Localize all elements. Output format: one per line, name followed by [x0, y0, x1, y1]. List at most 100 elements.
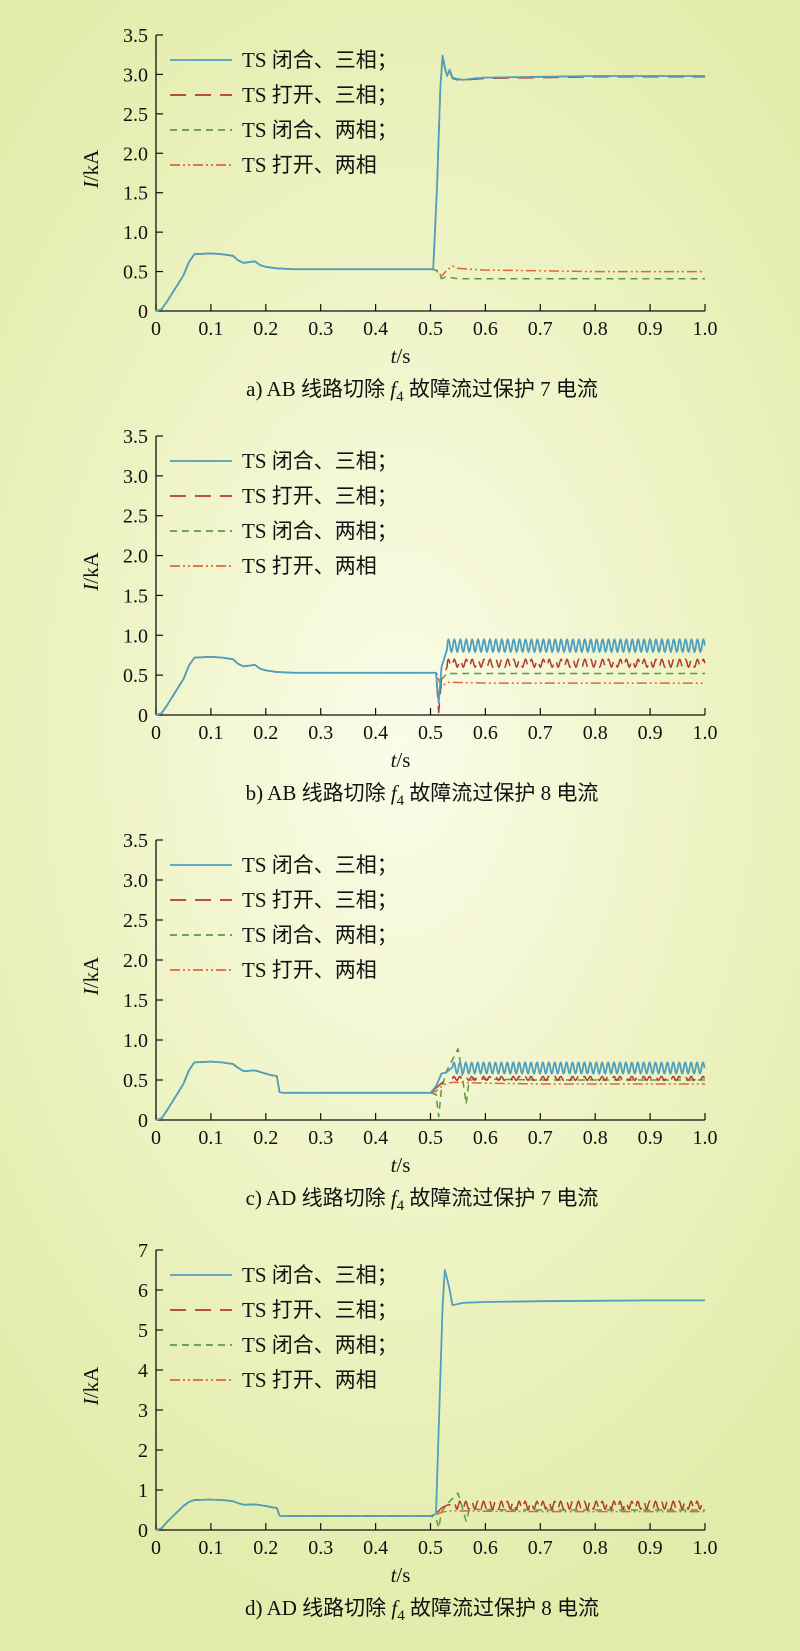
y-tick-label: 4 [138, 1360, 148, 1382]
x-tick-label: 0.1 [198, 1127, 223, 1149]
legend-label: TS 闭合、两相； [242, 923, 398, 947]
series-line [155, 1498, 706, 1531]
y-axis-variable: I [79, 1397, 103, 1406]
x-tick-label: 0 [151, 722, 161, 744]
y-tick-label: 0.5 [123, 1070, 148, 1092]
x-tick-label: 0.9 [638, 318, 663, 340]
x-tick-label: 0 [151, 318, 161, 340]
x-tick-label: 0.7 [528, 318, 553, 340]
x-tick-label: 0.3 [308, 722, 333, 744]
x-tick-label: 0.4 [363, 722, 388, 744]
x-tick-label: 0.6 [473, 318, 498, 340]
caption-suffix: 故障流过保护 7 电流 [404, 377, 598, 401]
x-tick-label: 0.9 [638, 1127, 663, 1149]
legend-label: TS 闭合、三相； [242, 853, 398, 877]
y-tick-label: 3 [138, 1400, 148, 1422]
y-tick-label: 2.0 [123, 546, 148, 568]
series-line [155, 656, 706, 716]
y-tick-label: 0 [138, 1110, 148, 1132]
y-tick-label: 3.5 [123, 25, 148, 47]
x-tick-label: 0.5 [418, 1537, 443, 1559]
legend-label: TS 打开、两相 [242, 554, 377, 578]
series-line [155, 56, 705, 312]
legend: TS 闭合、三相； TS 打开、三相； TS 闭合、两相； TS 打开、两相 [170, 853, 398, 982]
x-axis-label: t/s [391, 748, 411, 772]
x-tick-label: 0.4 [363, 318, 388, 340]
y-tick-label: 0 [138, 301, 148, 323]
x-axis-unit: /s [396, 344, 410, 368]
chart-caption: a) AB 线路切除 f4 故障流过保护 7 电流 [246, 377, 598, 405]
caption-suffix: 故障流过保护 7 电流 [404, 1186, 598, 1210]
x-axis-variable: t [391, 344, 398, 368]
y-tick-label: 2.0 [123, 950, 148, 972]
series-line [155, 252, 705, 312]
y-tick-label: 2.5 [123, 506, 148, 528]
y-tick-label: 0.5 [123, 262, 148, 284]
y-axis-label: I/kA [79, 956, 103, 996]
y-tick-label: 3.0 [123, 870, 148, 892]
x-tick-label: 0.6 [473, 1127, 498, 1149]
y-tick-label: 6 [138, 1280, 148, 1302]
x-tick-label: 0.9 [638, 722, 663, 744]
legend-label: TS 打开、三相； [242, 1298, 398, 1322]
y-axis-variable: I [79, 583, 103, 592]
y-axis-unit: /kA [79, 551, 103, 583]
y-axis-unit: /kA [79, 149, 103, 181]
series-line [155, 638, 706, 716]
series-line [155, 656, 705, 716]
legend-label: TS 闭合、三相； [242, 48, 398, 72]
series-line [155, 252, 705, 312]
x-tick-label: 0.3 [308, 1127, 333, 1149]
x-tick-label: 0.5 [418, 318, 443, 340]
y-tick-label: 2.0 [123, 143, 148, 165]
legend-label: TS 打开、两相 [242, 153, 377, 177]
caption-suffix: 故障流过保护 8 电流 [404, 781, 598, 805]
x-tick-label: 0.8 [583, 1127, 608, 1149]
y-tick-label: 1.0 [123, 1030, 148, 1052]
chart-panel-d: 0 1 2 3 4 5 6 7 0 0.1 0.2 0.3 0.4 0.5 0.6 0.7 0.8 0.9 1.0 t… [79, 1240, 718, 1624]
legend-label: TS 闭合、三相； [242, 449, 398, 473]
y-axis-label: I/kA [79, 1366, 103, 1406]
y-tick-label: 5 [138, 1320, 148, 1342]
legend: TS 闭合、三相； TS 打开、三相； TS 闭合、两相； TS 打开、两相 [170, 48, 398, 177]
caption-prefix: d) AD 线路切除 [245, 1596, 391, 1620]
x-axis-variable: t [391, 1153, 398, 1177]
chart-panel-a: 0 0.5 1.0 1.5 2.0 2.5 3.0 3.5 0 0.1 0.2 0.3 0.4 0.5 0.… [79, 25, 718, 405]
x-axis-unit: /s [396, 1153, 410, 1177]
caption-subscript: 4 [397, 1608, 405, 1624]
y-tick-label: 3.5 [123, 830, 148, 852]
x-tick-label: 0.9 [638, 1537, 663, 1559]
caption-prefix: c) AD 线路切除 [246, 1186, 391, 1210]
y-tick-label: 1.0 [123, 625, 148, 647]
series-line [155, 1060, 706, 1121]
x-tick-label: 0.2 [253, 318, 278, 340]
series-line [155, 1048, 705, 1121]
caption-variable: f [391, 781, 400, 805]
y-tick-label: 2.5 [123, 104, 148, 126]
caption-variable: f [391, 1596, 400, 1620]
y-tick-label: 2.5 [123, 910, 148, 932]
series-line [155, 1060, 706, 1121]
y-tick-label: 0 [138, 1520, 148, 1542]
caption-subscript: 4 [397, 1198, 405, 1214]
legend: TS 闭合、三相； TS 打开、三相； TS 闭合、两相； TS 打开、两相 [170, 1263, 398, 1392]
y-axis-unit: /kA [79, 956, 103, 988]
legend-label: TS 闭合、两相； [242, 519, 398, 543]
legend-label: TS 打开、三相； [242, 83, 398, 107]
x-tick-label: 0.2 [253, 1537, 278, 1559]
legend-label: TS 打开、两相 [242, 1368, 377, 1392]
legend-label: TS 打开、两相 [242, 958, 377, 982]
x-axis-unit: /s [396, 1563, 410, 1587]
x-tick-label: 0.6 [473, 722, 498, 744]
chart-panel-b: 0 0.5 1.0 1.5 2.0 2.5 3.0 3.5 0 0.1 0.2 0.3 0.4 0.5 0.… [79, 426, 718, 809]
x-tick-label: 1.0 [693, 1537, 718, 1559]
chart-caption: c) AD 线路切除 f4 故障流过保护 7 电流 [246, 1186, 599, 1214]
x-tick-label: 0.2 [253, 1127, 278, 1149]
series-line [155, 1269, 705, 1531]
x-tick-label: 0.3 [308, 318, 333, 340]
y-tick-label: 1.5 [123, 183, 148, 205]
x-tick-label: 0.1 [198, 318, 223, 340]
x-axis-label: t/s [391, 1563, 411, 1587]
y-tick-label: 2 [138, 1440, 148, 1462]
